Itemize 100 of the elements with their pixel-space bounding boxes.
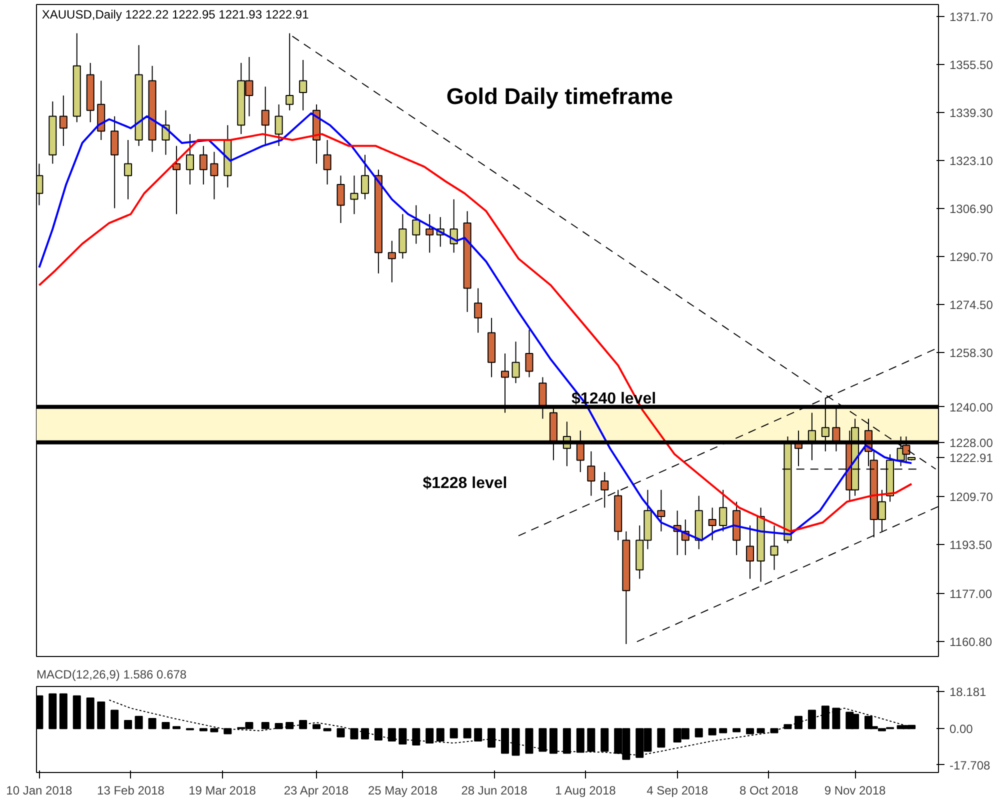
bar	[832, 708, 840, 730]
bar	[350, 728, 358, 740]
x-tick-label: 19 Mar 2018	[188, 784, 256, 798]
candlestick	[59, 95, 68, 146]
candlestick	[587, 450, 596, 496]
y-tick-label: 1306.90	[950, 202, 994, 216]
bar	[794, 716, 802, 730]
y-tick-label: 1160.80	[950, 635, 992, 650]
bar	[412, 728, 420, 746]
bar	[708, 728, 716, 736]
y-tick-label: 1355.50	[950, 58, 994, 72]
bar	[110, 710, 119, 730]
x-tick-label: 1 Aug 2018	[555, 784, 616, 798]
bar	[746, 728, 754, 734]
bar	[336, 728, 345, 738]
bar	[694, 728, 703, 738]
candlestick	[398, 214, 407, 260]
candlestick	[274, 104, 283, 146]
candlestick	[426, 214, 434, 254]
bar	[224, 728, 232, 734]
candlestick	[186, 134, 194, 185]
bar	[134, 716, 143, 730]
bar	[86, 697, 94, 730]
bar	[600, 728, 609, 752]
candlestick	[299, 59, 308, 111]
bar	[388, 728, 396, 742]
bar	[756, 728, 765, 734]
text: Gold Daily timeframe	[446, 82, 673, 109]
candlestick	[708, 507, 716, 541]
candlestick	[600, 472, 609, 508]
bar	[312, 724, 321, 730]
x-tick-label: 10 Jan 2018	[6, 784, 73, 798]
chart-title: MACD(12,26,9) 1.586 0.678	[36, 668, 187, 682]
bar	[719, 728, 728, 734]
bar	[299, 720, 308, 730]
bar	[576, 728, 584, 753]
candlestick	[261, 86, 270, 146]
bar	[72, 695, 81, 730]
bar	[48, 693, 57, 730]
y-tick-label: 1177.00	[950, 587, 992, 602]
candlestick	[719, 489, 728, 532]
bar	[199, 728, 208, 732]
y-tick-label: 1290.70	[950, 250, 994, 264]
y-tick-label: 1339.30	[950, 106, 994, 120]
candlestick	[199, 145, 208, 185]
x-tick-label: 9 Nov 2018	[824, 784, 886, 798]
bar	[162, 722, 170, 730]
bar	[124, 720, 132, 730]
bar	[436, 728, 444, 742]
bar	[426, 728, 434, 744]
x-tick-label: 13 Feb 2018	[97, 784, 165, 798]
candlestick	[210, 151, 218, 200]
x-tick-label: 4 Sep 2018	[646, 784, 708, 798]
candlestick	[350, 175, 358, 215]
candlestick	[770, 524, 778, 570]
y-tick-label: 1371.70	[950, 10, 994, 24]
x-tick-label: 23 Apr 2018	[284, 784, 349, 798]
bar	[488, 728, 496, 748]
ref-line-label: 1228.00	[950, 436, 994, 450]
x-tick-label: 8 Oct 2018	[740, 784, 799, 798]
candlestick	[360, 154, 369, 200]
bar	[657, 728, 666, 748]
bar	[538, 728, 547, 752]
x-tick-label: 28 Jun 2018	[461, 784, 528, 798]
candlestick	[746, 524, 754, 580]
bar	[770, 728, 778, 734]
y-tick-label: 1258.30	[950, 346, 994, 360]
bar	[474, 728, 482, 742]
bar	[97, 702, 106, 730]
candlestick	[388, 240, 396, 283]
y-tick-label: 1274.50	[950, 298, 994, 312]
bar	[821, 706, 830, 730]
bar	[274, 723, 283, 730]
bar	[374, 728, 382, 740]
bar	[210, 728, 218, 732]
candlestick	[657, 489, 666, 532]
candlestick	[512, 341, 520, 384]
candlestick	[323, 140, 332, 185]
bar	[323, 728, 332, 732]
bar	[587, 728, 596, 752]
bar	[732, 728, 741, 732]
bar	[398, 728, 407, 745]
chart-subtitle: XAUUSD,Daily 1222.22 1222.95 1221.93 1222.91	[42, 8, 310, 22]
annotation: $1228 level	[422, 475, 508, 492]
candlestick	[474, 288, 482, 334]
bar	[286, 722, 294, 730]
y-tick-label: 0.00	[950, 722, 974, 736]
y-tick-label: 1209.70	[950, 490, 994, 504]
bar	[172, 726, 181, 730]
bar	[261, 722, 270, 730]
y-tick-label: -17.708	[950, 758, 991, 772]
bar	[59, 693, 68, 730]
candlestick	[286, 32, 294, 111]
y-tick-label: 18.181	[950, 684, 987, 699]
bar	[450, 728, 458, 738]
y-tick-label: 1222.91	[950, 451, 994, 466]
candlestick	[525, 329, 534, 378]
x-tick-label: 25 May 2018	[368, 784, 438, 798]
y-tick-label: 1323.10	[950, 154, 994, 168]
bar	[808, 710, 816, 730]
